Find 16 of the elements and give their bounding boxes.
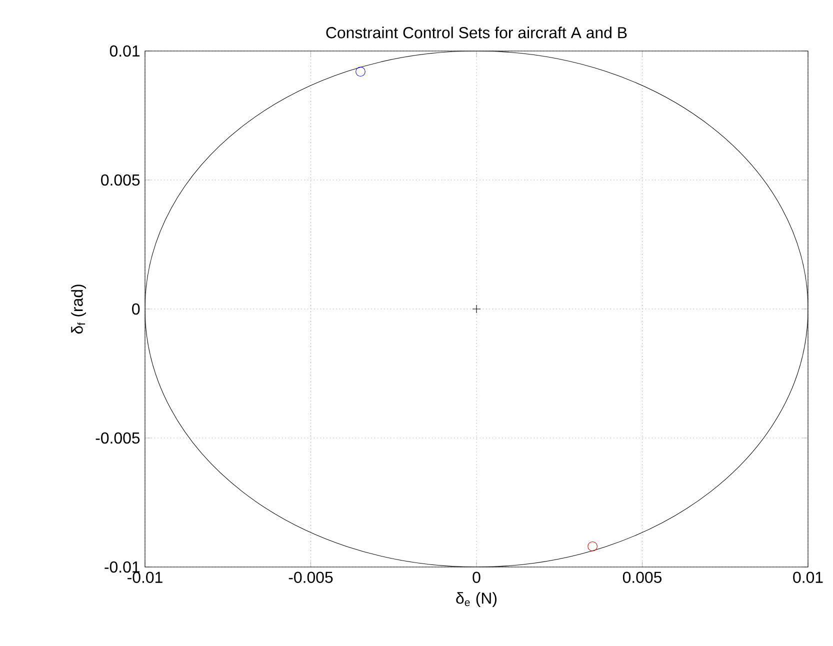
y-tick-label: -0.005 (96, 432, 140, 444)
chart-title: Constraint Control Sets for aircraft A and B (326, 26, 627, 38)
point (472, 304, 481, 314)
x-tick-label: 0.005 (622, 572, 662, 583)
x-tick-label: 0.01 (793, 572, 823, 583)
x-tick-label: -0.01 (128, 572, 162, 583)
y-tick-label: 0.01 (110, 45, 140, 57)
x-tick-label: -0.005 (288, 572, 333, 583)
point (588, 541, 598, 552)
point (356, 66, 366, 77)
x-axis-title: δ$_{e}$ (N) (456, 592, 497, 607)
x-tick-label: 0 (472, 572, 480, 583)
y-tick-label: -0.01 (104, 561, 140, 573)
y-tick-label: 0.005 (101, 174, 140, 186)
y-tick-label: 0 (132, 303, 140, 315)
y-axis-title: δ$_{f}$ (rad) (71, 284, 86, 334)
